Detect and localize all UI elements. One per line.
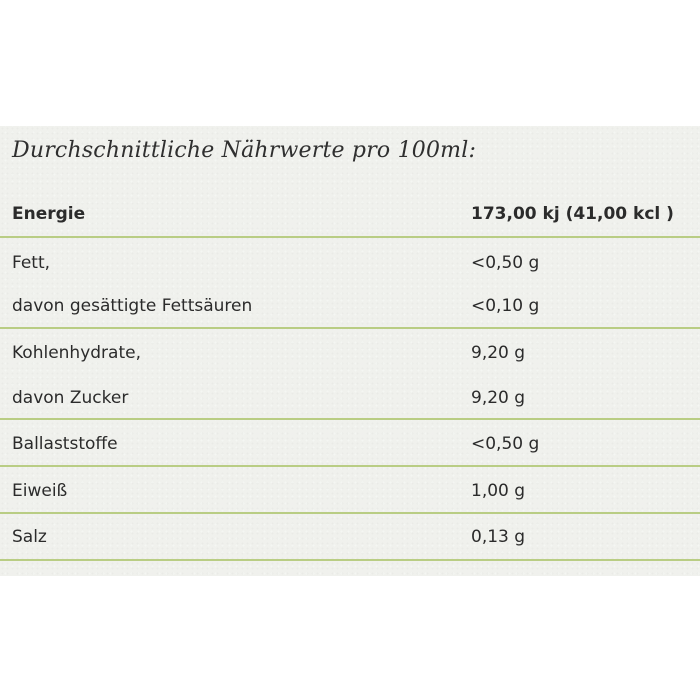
nutrition-row-fiber: Ballaststoffe <0,50 g	[0, 421, 700, 467]
row-divider	[0, 236, 700, 238]
nutrient-value: <0,50 g	[471, 253, 540, 273]
nutrition-row-salt: Salz 0,13 g	[0, 514, 700, 560]
nutrition-heading: Durchschnittliche Nährwerte pro 100ml:	[12, 138, 477, 163]
nutrition-row-saturated-fat: davon gesättigte Fettsäuren <0,10 g	[0, 283, 700, 329]
nutrient-label: Fett,	[12, 253, 51, 273]
nutrient-label: Ballaststoffe	[12, 434, 118, 454]
nutrient-label: Salz	[12, 527, 47, 547]
row-divider	[0, 512, 700, 514]
nutrient-value: 0,13 g	[471, 527, 526, 547]
nutrition-row-sugar: davon Zucker 9,20 g	[0, 375, 700, 421]
nutrition-row-carbohydrates: Kohlenhydrate, 9,20 g	[0, 330, 700, 376]
nutrient-value: <0,50 g	[471, 434, 540, 454]
nutrient-value: <0,10 g	[471, 296, 540, 316]
row-divider	[0, 418, 700, 420]
nutrient-label: Energie	[12, 204, 86, 224]
nutrient-value: 9,20 g	[471, 388, 526, 408]
nutrient-label: Eiweiß	[12, 481, 68, 501]
nutrient-label: Kohlenhydrate,	[12, 343, 141, 363]
nutrient-value: 173,00 kj (41,00 kcl )	[471, 204, 674, 224]
nutrient-label: davon Zucker	[12, 388, 129, 408]
nutrition-row-protein: Eiweiß 1,00 g	[0, 468, 700, 514]
row-divider	[0, 327, 700, 329]
nutrient-label: davon gesättigte Fettsäuren	[12, 296, 253, 316]
nutrition-row-energy: Energie 173,00 kj (41,00 kcl )	[0, 191, 700, 237]
nutrient-value: 9,20 g	[471, 343, 526, 363]
nutrition-panel: Durchschnittliche Nährwerte pro 100ml: E…	[0, 126, 700, 576]
nutrition-row-fat: Fett, <0,50 g	[0, 240, 700, 286]
row-divider	[0, 465, 700, 467]
row-divider	[0, 559, 700, 561]
nutrient-value: 1,00 g	[471, 481, 526, 501]
